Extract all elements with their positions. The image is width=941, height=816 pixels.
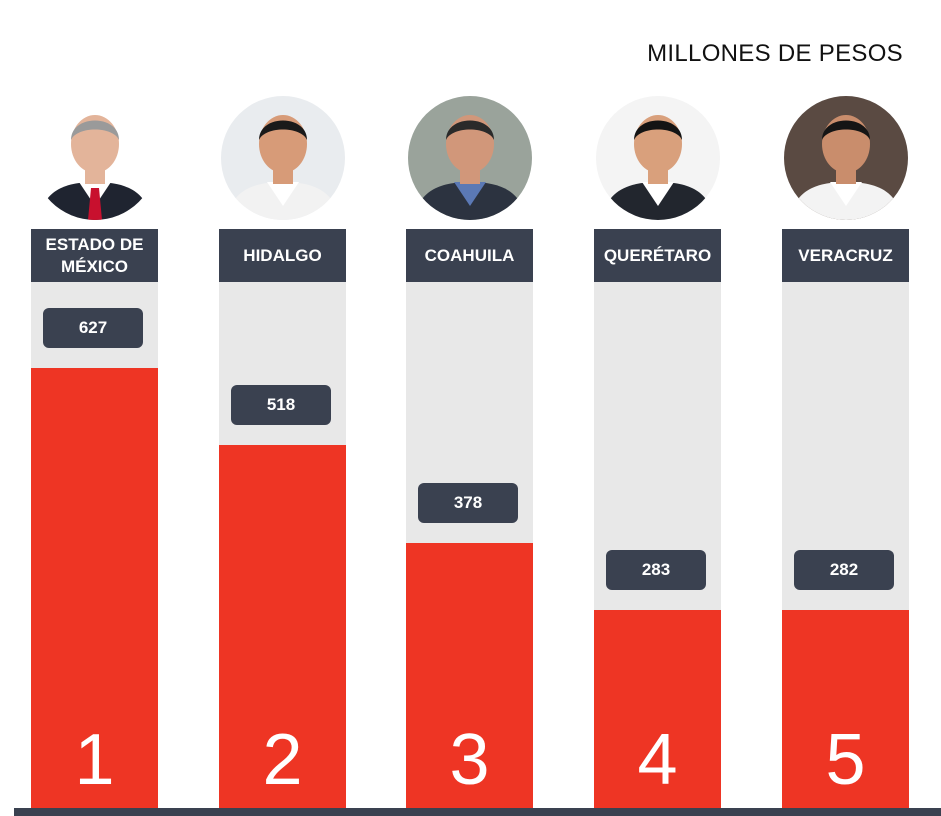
state-header-label: COAHUILA <box>406 229 533 282</box>
state-column: COAHUILA 3 378 <box>406 96 533 808</box>
person-avatar-icon <box>407 96 532 220</box>
state-header-label: VERACRUZ <box>782 229 909 282</box>
governor-avatar <box>595 96 720 220</box>
state-header-label: ESTADO DE MÉXICO <box>31 229 158 282</box>
unit-label: MILLONES DE PESOS <box>647 40 903 67</box>
state-column: ESTADO DE MÉXICO 1 627 <box>31 96 158 808</box>
state-header-label: QUERÉTARO <box>594 229 721 282</box>
bar-track: 3 378 <box>406 282 533 808</box>
state-header-label: HIDALGO <box>219 229 346 282</box>
person-avatar-icon <box>32 96 157 220</box>
rank-number: 3 <box>449 720 490 800</box>
rank-number: 2 <box>262 720 303 800</box>
bar <box>594 610 721 808</box>
governor-avatar <box>407 96 532 220</box>
chart-baseline <box>14 808 941 816</box>
governor-avatar <box>783 96 908 220</box>
bar <box>782 610 909 808</box>
person-avatar-icon <box>783 96 908 220</box>
bar-track: 4 283 <box>594 282 721 808</box>
bar <box>219 445 346 808</box>
state-column: VERACRUZ 5 282 <box>782 96 909 808</box>
bar <box>406 543 533 808</box>
bar-track: 2 518 <box>219 282 346 808</box>
state-column: QUERÉTARO 4 283 <box>594 96 721 808</box>
state-column: HIDALGO 2 518 <box>219 96 346 808</box>
governor-avatar <box>220 96 345 220</box>
bar-track: 5 282 <box>782 282 909 808</box>
bar-value-label: 282 <box>794 550 894 590</box>
rank-number: 1 <box>74 720 115 800</box>
bar <box>31 368 158 808</box>
bar-value-label: 627 <box>43 308 143 348</box>
bar-value-label: 518 <box>231 385 331 425</box>
bar-track: 1 627 <box>31 282 158 808</box>
person-avatar-icon <box>595 96 720 220</box>
bar-value-label: 283 <box>606 550 706 590</box>
rank-number: 5 <box>825 720 866 800</box>
bar-value-label: 378 <box>418 483 518 523</box>
rank-number: 4 <box>637 720 678 800</box>
governor-avatar <box>32 96 157 220</box>
person-avatar-icon <box>220 96 345 220</box>
